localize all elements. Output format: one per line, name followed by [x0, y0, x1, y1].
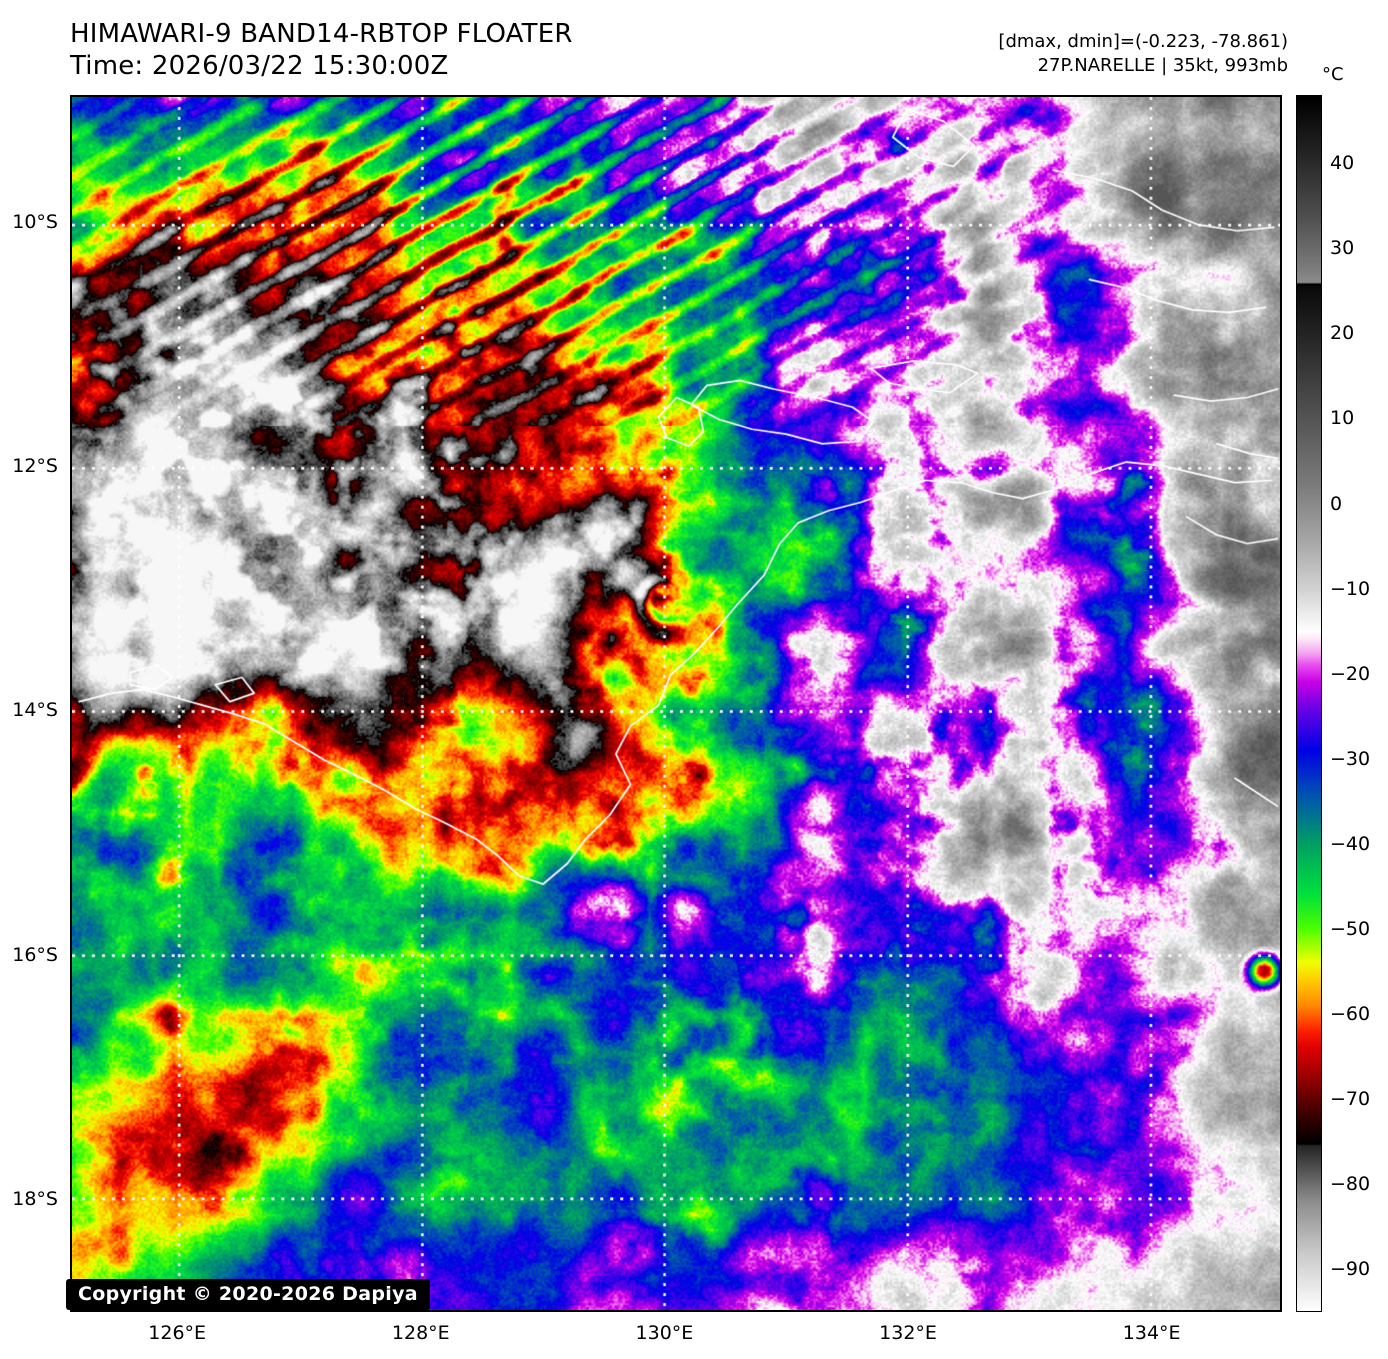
colorbar-tick-label: 10: [1330, 407, 1355, 430]
metadata-block: [dmax, dmin]=(-0.223, -78.861) 27P.NAREL…: [998, 30, 1288, 78]
colorbar-gradient: [1297, 96, 1321, 1311]
colorbar-tick-label: −10: [1330, 577, 1371, 600]
latitude-tick-label: 10°S: [12, 211, 58, 234]
longitude-tick-label: 130°E: [635, 1322, 694, 1344]
satellite-map[interactable]: [70, 95, 1282, 1312]
copyright-badge: Copyright © 2020-2026 Dapiya: [66, 1279, 430, 1310]
colorbar-tick-label: −70: [1330, 1088, 1371, 1111]
colorbar-tick-label: −30: [1330, 747, 1371, 770]
latitude-tick-label: 16°S: [12, 943, 58, 966]
storm-info-label: 27P.NARELLE | 35kt, 993mb: [1037, 55, 1288, 76]
page-title: HIMAWARI-9 BAND14-RBTOP FLOATER: [70, 19, 573, 49]
colorbar-tick-label: 0: [1330, 492, 1343, 515]
colorbar-tick-label: −60: [1330, 1003, 1371, 1026]
temperature-colorbar: [1296, 95, 1322, 1312]
colorbar-unit-label: °C: [1322, 64, 1344, 85]
latitude-tick-label: 14°S: [12, 699, 58, 722]
colorbar-tick-label: 30: [1330, 237, 1355, 260]
latitude-tick-label: 18°S: [12, 1187, 58, 1210]
longitude-tick-label: 126°E: [148, 1322, 207, 1344]
longitude-tick-label: 128°E: [391, 1322, 450, 1344]
colorbar-tick-label: 40: [1330, 152, 1355, 175]
colorbar-tick-label: −20: [1330, 662, 1371, 685]
coastline-and-gridline-overlay: [72, 97, 1280, 1310]
latitude-tick-label: 12°S: [12, 455, 58, 478]
colorbar-tick-label: −80: [1330, 1173, 1371, 1196]
data-range-label: [dmax, dmin]=(-0.223, -78.861): [998, 31, 1288, 52]
colorbar-tick-label: −50: [1330, 918, 1371, 941]
title-block: HIMAWARI-9 BAND14-RBTOP FLOATER Time: 20…: [70, 18, 573, 82]
timestamp-label: Time: 2026/03/22 15:30:00Z: [70, 51, 449, 81]
longitude-tick-label: 132°E: [879, 1322, 937, 1344]
colorbar-tick-label: −40: [1330, 832, 1371, 855]
longitude-tick-label: 134°E: [1122, 1322, 1181, 1344]
colorbar-tick-label: 20: [1330, 322, 1355, 345]
colorbar-tick-label: −90: [1330, 1258, 1371, 1281]
